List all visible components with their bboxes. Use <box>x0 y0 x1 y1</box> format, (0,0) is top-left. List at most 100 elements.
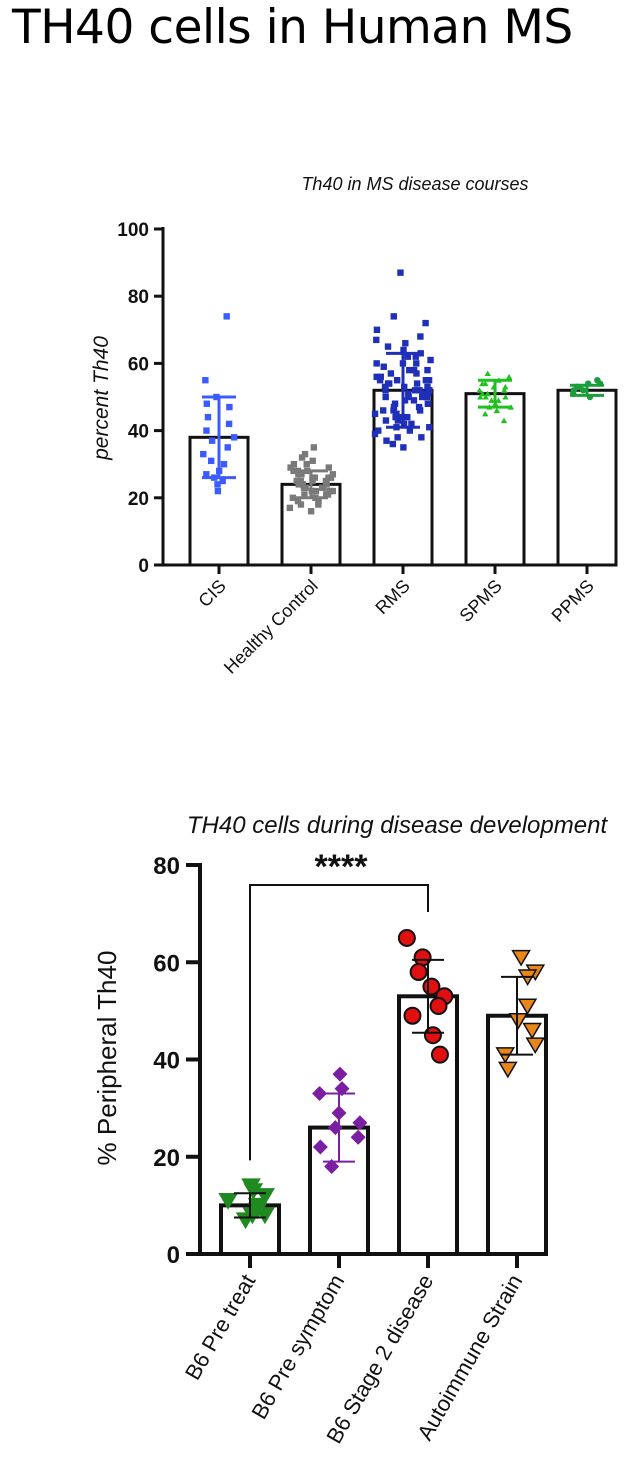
chart1-point-cis <box>224 444 231 451</box>
chart1-point-rms <box>415 403 423 411</box>
chart1-point-rms <box>424 366 431 374</box>
chart1-point-healthy-control <box>294 497 302 505</box>
chart1-point-rms <box>419 393 426 401</box>
chart2-point-autoimmune-strain <box>498 1061 518 1079</box>
chart1-point-healthy-control <box>325 474 332 481</box>
chart1-point-healthy-control <box>324 491 332 498</box>
chart1-point-rms <box>424 400 432 407</box>
chart1-point-rms <box>373 373 380 381</box>
chart1-y-tick-label: 100 <box>117 220 149 241</box>
chart1-point-rms <box>390 407 397 414</box>
chart2-point-autoimmune-strain <box>522 1022 542 1040</box>
chart1-point-cis <box>225 420 233 428</box>
chart1-point-spms <box>505 373 513 380</box>
chart1-point-healthy-control <box>295 481 302 488</box>
chart1-point-rms <box>425 377 433 384</box>
chart1-point-healthy-control <box>286 504 294 512</box>
chart1-point-rms <box>377 373 384 381</box>
chart1-point-rms <box>417 333 424 340</box>
chart1-point-healthy-control <box>325 464 332 471</box>
chart1-point-cis <box>203 471 210 478</box>
chart1-point-healthy-control <box>309 457 316 465</box>
chart1-point-rms <box>391 400 399 407</box>
chart1-point-healthy-control <box>323 481 330 488</box>
chart1-point-rms <box>402 340 409 347</box>
chart1-point-spms <box>500 417 508 424</box>
chart1-point-healthy-control <box>301 450 309 458</box>
chart1-point-rms <box>373 326 381 333</box>
chart1-point-rms <box>381 383 389 391</box>
chart1-point-rms <box>390 403 398 411</box>
chart1-point-rms <box>423 393 431 401</box>
chart1-point-spms <box>477 394 484 400</box>
chart2-x-tick-label-b6-pre-treat: B6 Pre treat <box>180 1270 260 1384</box>
chart1-point-rms <box>383 437 390 444</box>
chart1-point-rms <box>379 407 387 414</box>
chart1-title: Th40 in MS disease courses <box>301 174 528 194</box>
chart1-point-rms <box>387 370 395 377</box>
chart1-point-rms <box>404 413 411 421</box>
chart1-point-rms <box>408 420 415 428</box>
chart1-point-healthy-control <box>310 444 318 451</box>
chart1-point-healthy-control <box>315 501 322 508</box>
chart1-y-tick-label: 80 <box>128 287 149 308</box>
chart2-point-b6-stage-2-disease <box>397 928 416 947</box>
chart2-y-tick-label: 0 <box>167 1242 180 1269</box>
chart1-point-rms <box>427 356 434 364</box>
chart2-y-tick-label: 60 <box>153 950 180 977</box>
chart2-point-b6-pre-symptom <box>324 1158 340 1174</box>
chart1-point-healthy-control <box>297 501 305 508</box>
chart1-point-rms <box>418 434 425 441</box>
chart2-point-b6-stage-2-disease <box>409 962 428 981</box>
chart1-point-cis <box>203 427 210 434</box>
chart1-y-tick-label: 0 <box>138 556 149 577</box>
chart2-y-tick-label: 40 <box>153 1048 180 1075</box>
chart1-point-healthy-control <box>311 474 319 481</box>
chart1-point-rms <box>405 390 412 397</box>
chart1-point-rms <box>400 346 407 354</box>
chart1-point-spms <box>493 407 501 413</box>
chart1-point-rms <box>413 380 421 387</box>
chart1-point-spms <box>482 380 489 387</box>
chart1-point-rms <box>373 360 380 367</box>
chart1-point-rms <box>389 440 397 448</box>
chart1-point-rms <box>375 427 382 434</box>
chart1-point-cis <box>214 481 221 488</box>
chart1-point-rms <box>404 353 412 360</box>
chart1-point-cis <box>202 377 209 384</box>
chart1-point-rms <box>412 353 419 360</box>
chart1-point-rms <box>416 407 424 414</box>
chart1-point-rms <box>371 430 379 438</box>
chart1-point-ppms <box>579 387 587 394</box>
chart2-y-tick-label: 80 <box>153 853 180 880</box>
chart1-point-rms <box>397 269 404 276</box>
chart1-point-rms <box>424 390 432 397</box>
chart1-point-rms <box>417 350 424 357</box>
chart1-point-spms <box>484 370 491 377</box>
chart2-point-autoimmune-strain <box>525 1037 546 1055</box>
chart1-point-spms <box>482 410 489 417</box>
chart1-point-cis <box>204 413 212 421</box>
chart1-point-rms <box>393 377 401 384</box>
chart1-point-spms <box>501 387 508 393</box>
chart1-point-rms <box>384 343 392 350</box>
chart1-point-rms <box>371 410 379 417</box>
chart1-point-rms <box>382 393 389 401</box>
chart1-point-rms <box>382 387 389 394</box>
chart1-point-rms <box>411 387 419 394</box>
chart1-point-cis <box>230 434 238 441</box>
chart1-point-cis <box>219 477 226 485</box>
chart1-y-tick-label: 40 <box>128 422 149 443</box>
chart1-point-spms <box>476 387 483 393</box>
chart1-point-healthy-control <box>307 508 315 515</box>
chart1-point-rms <box>394 434 401 441</box>
chart1-point-cis <box>203 400 210 407</box>
chart1-point-healthy-control <box>329 487 336 495</box>
chart1-y-tick-label: 20 <box>128 489 149 510</box>
chart1-point-healthy-control <box>300 484 308 491</box>
chart2-point-b6-pre-symptom <box>312 1139 328 1155</box>
chart1-y-axis-label: percent Th40 <box>90 336 113 461</box>
chart1-point-healthy-control <box>319 484 326 491</box>
chart1-point-rms <box>393 410 400 417</box>
chart1-point-rms <box>419 390 426 397</box>
